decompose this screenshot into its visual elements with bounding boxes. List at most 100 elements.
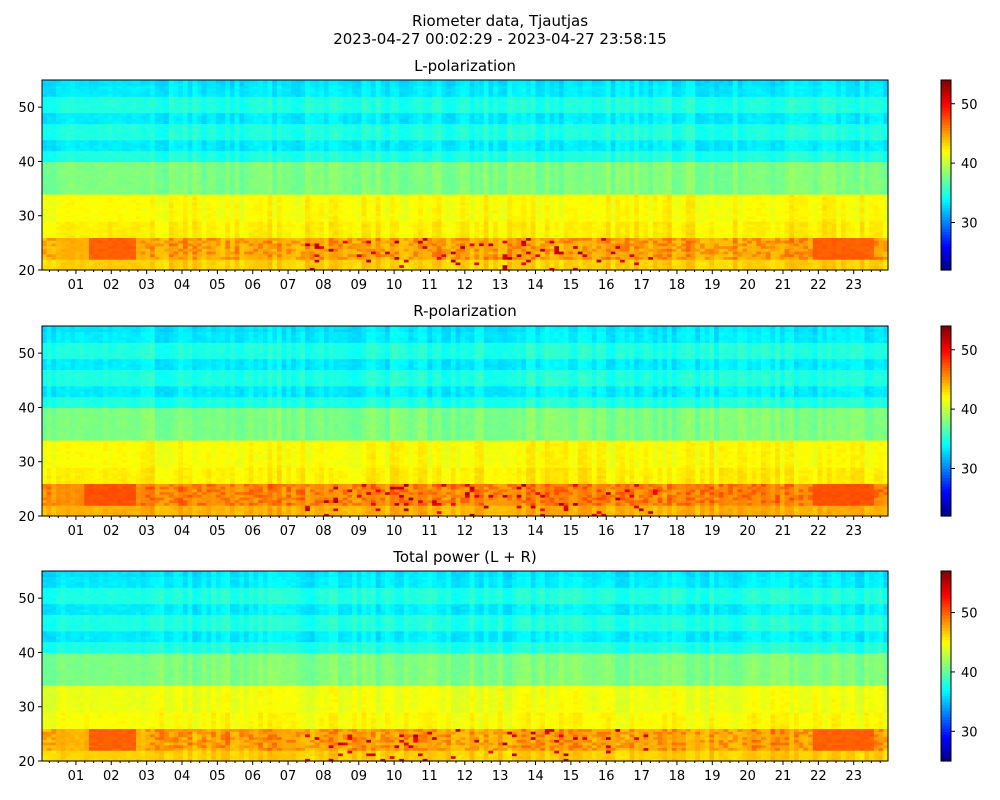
heatmap-cell bbox=[206, 128, 212, 133]
heatmap-cell bbox=[178, 251, 184, 255]
heatmap-cell bbox=[338, 240, 344, 244]
heatmap-cell bbox=[244, 253, 250, 258]
heatmap-cell bbox=[98, 99, 104, 103]
heatmap-cell bbox=[220, 213, 226, 217]
heatmap-cell bbox=[51, 180, 57, 184]
heatmap-cell bbox=[145, 96, 151, 100]
heatmap-cell bbox=[98, 172, 104, 176]
heatmap-cell bbox=[103, 96, 109, 100]
heatmap-cell bbox=[70, 147, 76, 152]
heatmap-cell bbox=[126, 215, 132, 220]
heatmap-cell bbox=[89, 134, 95, 138]
heatmap-cell bbox=[140, 85, 146, 89]
heatmap-cell bbox=[51, 164, 57, 168]
heatmap-cell bbox=[60, 242, 67, 247]
heatmap-cell bbox=[328, 85, 334, 89]
heatmap-cell bbox=[319, 240, 325, 244]
heatmap-cell bbox=[356, 85, 363, 89]
heatmap-cell bbox=[324, 123, 330, 127]
heatmap-cell bbox=[197, 242, 203, 247]
heatmap-cell bbox=[220, 172, 226, 176]
heatmap-cell bbox=[60, 104, 67, 108]
heatmap-cell bbox=[248, 115, 255, 119]
heatmap-cell bbox=[187, 142, 193, 146]
heatmap-cell bbox=[230, 123, 236, 127]
heatmap-cell bbox=[84, 164, 90, 168]
heatmap-cell bbox=[168, 88, 175, 92]
heatmap-cell bbox=[324, 251, 330, 255]
heatmap-cell bbox=[234, 248, 240, 252]
heatmap-cell bbox=[173, 175, 179, 179]
heatmap-cell bbox=[159, 191, 165, 195]
heatmap-cell bbox=[70, 161, 76, 165]
heatmap-cell bbox=[65, 96, 71, 100]
heatmap-cell bbox=[159, 213, 165, 217]
heatmap-cell bbox=[168, 120, 175, 125]
heatmap-cell bbox=[98, 112, 104, 116]
heatmap-cell bbox=[51, 221, 57, 225]
heatmap-cell bbox=[347, 115, 353, 119]
heatmap-cell bbox=[145, 85, 151, 89]
heatmap-cell bbox=[51, 256, 57, 260]
heatmap-cell bbox=[338, 85, 344, 89]
heatmap-cell bbox=[211, 240, 217, 244]
heatmap-cell bbox=[295, 137, 302, 141]
heatmap-cell bbox=[258, 112, 264, 116]
heatmap-cell bbox=[262, 99, 269, 103]
heatmap-cell bbox=[74, 161, 81, 165]
heatmap-cell bbox=[70, 109, 76, 114]
heatmap-cell bbox=[56, 245, 62, 249]
heatmap-cell bbox=[342, 169, 349, 173]
heatmap-cell bbox=[84, 134, 90, 138]
heatmap-cell bbox=[291, 253, 297, 258]
panel-title-r-polarization: R-polarization bbox=[42, 302, 888, 320]
heatmap-cell bbox=[314, 223, 320, 228]
heatmap-cell bbox=[112, 215, 118, 220]
heatmap-cell bbox=[51, 120, 57, 125]
heatmap-cell bbox=[192, 261, 198, 266]
heatmap-cell bbox=[93, 267, 99, 271]
heatmap-cell bbox=[168, 248, 175, 252]
heatmap-cell bbox=[281, 96, 287, 100]
heatmap-cell bbox=[309, 153, 316, 157]
heatmap-cell bbox=[356, 248, 363, 252]
heatmap-cell bbox=[197, 99, 203, 103]
heatmap-cell bbox=[192, 180, 198, 184]
heatmap-cell bbox=[309, 226, 316, 230]
heatmap-cell bbox=[234, 115, 240, 119]
heatmap-cell bbox=[201, 101, 208, 106]
heatmap-cell bbox=[328, 99, 334, 103]
heatmap-cell bbox=[140, 199, 146, 203]
heatmap-cell bbox=[131, 131, 137, 135]
heatmap-cell bbox=[197, 185, 203, 190]
heatmap-cell bbox=[248, 109, 255, 114]
heatmap-cell bbox=[121, 261, 128, 266]
heatmap-cell bbox=[262, 118, 269, 122]
heatmap-cell bbox=[178, 101, 184, 106]
heatmap-cell bbox=[197, 161, 203, 165]
heatmap-cell bbox=[305, 261, 311, 266]
heatmap-cell bbox=[347, 153, 353, 157]
heatmap-cell bbox=[352, 88, 358, 92]
heatmap-cell bbox=[103, 123, 109, 127]
heatmap-cell bbox=[79, 226, 85, 230]
heatmap-cell bbox=[314, 180, 320, 184]
heatmap-cell bbox=[267, 142, 273, 146]
heatmap-cell bbox=[84, 256, 90, 260]
heatmap-cell bbox=[319, 229, 325, 233]
heatmap-cell bbox=[239, 221, 245, 225]
heatmap-cell bbox=[309, 267, 316, 271]
heatmap-cell bbox=[65, 215, 71, 220]
heatmap-cell bbox=[328, 134, 334, 138]
heatmap-cell bbox=[277, 85, 283, 89]
heatmap-cell bbox=[159, 218, 165, 222]
heatmap-cell bbox=[159, 199, 165, 203]
heatmap-cell bbox=[333, 177, 339, 182]
heatmap-cell bbox=[286, 261, 292, 266]
heatmap-cell bbox=[150, 251, 156, 255]
heatmap-cell bbox=[239, 153, 245, 157]
heatmap-cell bbox=[51, 139, 57, 144]
heatmap-cell bbox=[248, 104, 255, 108]
heatmap-cell bbox=[258, 223, 264, 228]
heatmap-cell bbox=[230, 161, 236, 165]
